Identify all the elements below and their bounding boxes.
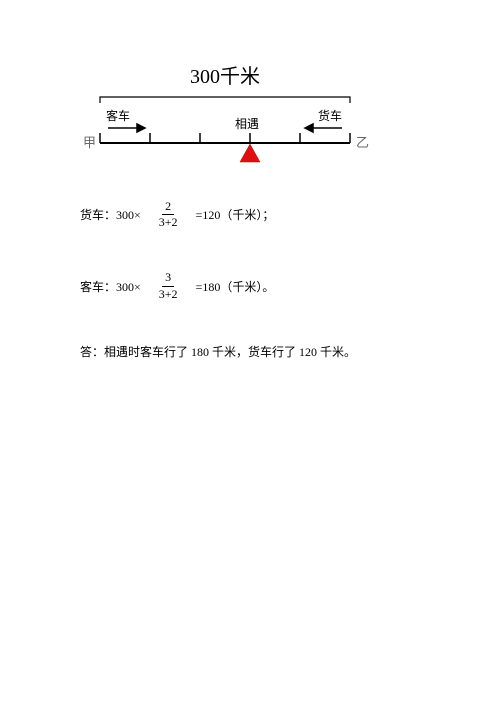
answer-text: 答：相遇时客车行了 180 千米，货车行了 120 千米。 — [80, 343, 420, 360]
meet-label: 相遇 — [235, 117, 259, 131]
fraction-denominator: 3+2 — [159, 215, 178, 229]
fraction-numerator: 2 — [162, 200, 174, 215]
calc-row-bus: 客车：300× 3 3+2 =180（千米）。 — [80, 271, 420, 300]
meet-marker — [240, 144, 260, 162]
calc-label: 客车：300× — [80, 278, 141, 295]
calc-result: =180（千米）。 — [196, 278, 275, 295]
truck-label: 货车 — [318, 108, 342, 123]
right-endpoint-label: 乙 — [356, 135, 369, 150]
fraction-denominator: 3+2 — [159, 287, 178, 301]
bracket — [100, 97, 350, 103]
solution-content: 货车：300× 2 3+2 =120（千米）； 客车：300× 3 3+2 =1… — [80, 200, 420, 360]
calc-row-truck: 货车：300× 2 3+2 =120（千米）； — [80, 200, 420, 229]
calc-label: 货车：300× — [80, 206, 141, 223]
bus-label: 客车 — [106, 108, 130, 123]
truck-arrow-head — [305, 124, 313, 132]
bus-arrow-head — [137, 124, 145, 132]
fraction-numerator: 3 — [162, 271, 174, 286]
fraction: 2 3+2 — [159, 200, 178, 229]
fraction: 3 3+2 — [159, 271, 178, 300]
diagram-svg: 客车 相遇 货车 甲 乙 — [80, 95, 370, 190]
left-endpoint-label: 甲 — [83, 135, 96, 150]
distance-label: 300千米 — [80, 60, 370, 89]
calc-result: =120（千米）； — [196, 206, 275, 223]
distance-diagram: 300千米 客车 相遇 货车 甲 乙 — [80, 60, 370, 194]
